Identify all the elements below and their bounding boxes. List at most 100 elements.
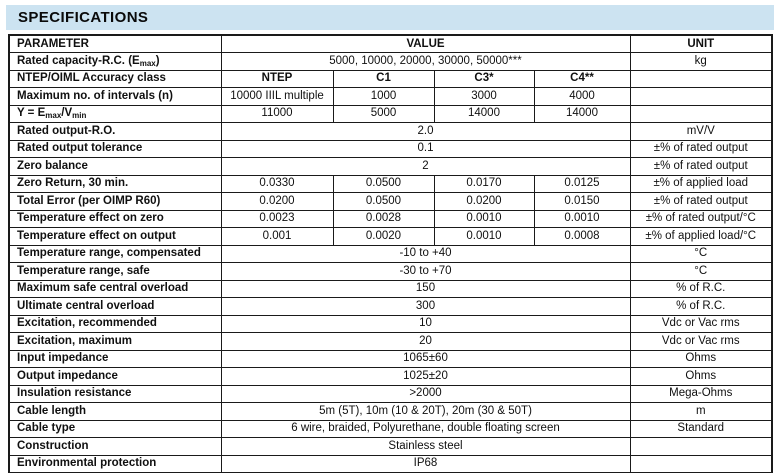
parameter-cell: Cable type [8,419,222,438]
value-cell: C1 [332,69,435,88]
value-cell: 0.0500 [332,192,435,211]
table-row: Total Error (per OIMP R60) 0.0200 0.0500 0.… [8,192,773,211]
value-cell: 2.0 [220,122,631,141]
parameter-cell: Excitation, maximum [8,332,222,351]
unit-cell: Standard [629,419,773,438]
specifications-table: PARAMETER VALUE UNIT Rated capacity-R.C.… [8,34,773,473]
header-parameter: PARAMETER [8,34,222,53]
value-cell: 0.001 [220,227,334,246]
value-cell: -30 to +70 [220,262,631,281]
page-title: SPECIFICATIONS [18,9,149,26]
parameter-cell: Y = Emax/Vmin [8,104,222,123]
table-row: Maximum no. of intervals (n) 10000 IIIL m… [8,87,773,106]
parameter-cell: Temperature range, safe [8,262,222,281]
unit-cell [629,454,773,473]
parameter-cell: Temperature effect on output [8,227,222,246]
value-cell: IP68 [220,454,631,473]
unit-cell: Vdc or Vac rms [629,314,773,333]
table-row: Zero Return, 30 min. 0.0330 0.0500 0.0170 0.… [8,174,773,193]
table-row: Temperature effect on zero 0.0023 0.0028 0.… [8,209,773,228]
parameter-cell: Temperature effect on zero [8,209,222,228]
value-cell: 0.0028 [332,209,435,228]
unit-cell [629,104,773,123]
parameter-cell: NTEP/OIML Accuracy class [8,69,222,88]
value-cell: 1025±20 [220,367,631,386]
value-cell: 20 [220,332,631,351]
table-row: NTEP/OIML Accuracy class NTEP C1 C3* C4** [8,69,773,88]
table-row: Y = Emax/Vmin 11000 5000 14000 14000 [8,104,773,123]
parameter-cell: Temperature range, compensated [8,244,222,263]
value-cell: 0.0150 [533,192,631,211]
unit-cell: kg [629,52,773,71]
table-row: Construction Stainless steel [8,437,773,456]
unit-cell [629,437,773,456]
value-cell: Stainless steel [220,437,631,456]
parameter-cell: Cable length [8,402,222,421]
table-row: Cable length 5m (5T), 10m (10 & 20T), 20m… [8,402,773,421]
table-row: Excitation, maximum 20 Vdc or Vac rms [8,332,773,351]
unit-cell: Vdc or Vac rms [629,332,773,351]
value-cell: 0.1 [220,139,631,158]
unit-cell: ±% of applied load/°C [629,227,773,246]
value-cell: 0.0200 [220,192,334,211]
parameter-cell: Construction [8,437,222,456]
unit-cell: °C [629,262,773,281]
table-row: Input impedance 1065±60 Ohms [8,349,773,368]
unit-cell: Ohms [629,349,773,368]
parameter-cell: Rated capacity-R.C. (Emax) [8,52,222,71]
unit-cell: ±% of rated output [629,139,773,158]
unit-cell: ±% of rated output [629,192,773,211]
value-cell: 1065±60 [220,349,631,368]
table-row: Zero balance 2 ±% of rated output [8,157,773,176]
value-cell: 2 [220,157,631,176]
parameter-cell: Rated output-R.O. [8,122,222,141]
parameter-cell: Rated output tolerance [8,139,222,158]
value-cell: 1000 [332,87,435,106]
unit-cell: m [629,402,773,421]
unit-cell [629,69,773,88]
table-row: Temperature range, safe -30 to +70 °C [8,262,773,281]
table-header-row: PARAMETER VALUE UNIT [8,34,773,53]
table-row: Environmental protection IP68 [8,454,773,473]
datasheet-page: SPECIFICATIONS PARAMETER VALUE UNIT Rate… [0,5,780,473]
unit-cell: ±% of rated output/°C [629,209,773,228]
table-body: Rated capacity-R.C. (Emax) 5000, 10000, 2… [8,52,773,473]
value-cell: 0.0500 [332,174,435,193]
parameter-cell: Total Error (per OIMP R60) [8,192,222,211]
table-row: Excitation, recommended 10 Vdc or Vac rms [8,314,773,333]
unit-cell: Ohms [629,367,773,386]
unit-cell: Mega-Ohms [629,384,773,403]
table-row: Ultimate central overload 300% of R.C. [8,297,773,316]
value-cell: 11000 [220,104,334,123]
value-cell: NTEP [220,69,334,88]
table-row: Insulation resistance >2000 Mega-Ohms [8,384,773,403]
parameter-cell: Environmental protection [8,454,222,473]
value-cell: 5000, 10000, 20000, 30000, 50000*** [220,52,631,71]
value-cell: 0.0020 [332,227,435,246]
value-cell: -10 to +40 [220,244,631,263]
unit-cell [629,87,773,106]
parameter-cell: Excitation, recommended [8,314,222,333]
value-cell: 5m (5T), 10m (10 & 20T), 20m (30 & 50T) [220,402,631,421]
value-cell: 0.0010 [433,209,535,228]
value-cell: 0.0200 [433,192,535,211]
table-row: Rated output tolerance 0.1 ±% of rated out… [8,139,773,158]
table-row: Cable type 6 wire, braided, Polyurethane,… [8,419,773,438]
parameter-cell: Input impedance [8,349,222,368]
value-cell: 14000 [433,104,535,123]
parameter-cell: Ultimate central overload [8,297,222,316]
parameter-cell: Insulation resistance [8,384,222,403]
header-value: VALUE [220,34,631,53]
value-cell: 0.0023 [220,209,334,228]
value-cell: >2000 [220,384,631,403]
parameter-cell: Zero Return, 30 min. [8,174,222,193]
value-cell: 150 [220,279,631,298]
value-cell: 0.0010 [433,227,535,246]
table-row: Output impedance 1025±20 Ohms [8,367,773,386]
unit-cell: % of R.C. [629,279,773,298]
unit-cell: % of R.C. [629,297,773,316]
unit-cell: mV/V [629,122,773,141]
title-band: SPECIFICATIONS [6,5,774,30]
value-cell: 10000 IIIL multiple [220,87,334,106]
table-row: Rated capacity-R.C. (Emax) 5000, 10000, 2… [8,52,773,71]
